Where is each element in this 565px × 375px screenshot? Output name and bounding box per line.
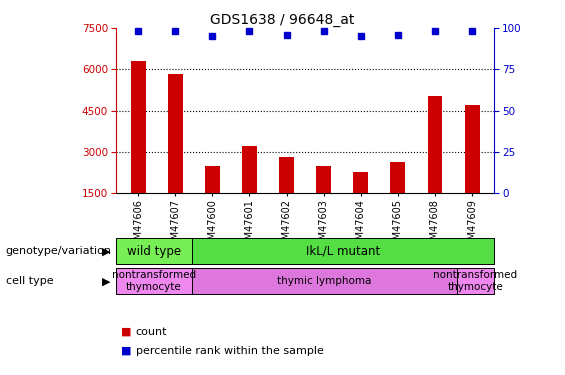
Bar (192, 238, 494, 264)
Text: percentile rank within the sample: percentile rank within the sample (136, 346, 324, 355)
Bar (242, 146, 257, 193)
Bar (279, 157, 294, 193)
Text: nontransformed
thymocyte: nontransformed thymocyte (112, 270, 195, 292)
Text: ▶: ▶ (102, 276, 110, 286)
Text: ■: ■ (121, 346, 132, 355)
Text: cell type: cell type (6, 276, 53, 286)
Text: wild type: wild type (127, 245, 181, 258)
Bar (205, 166, 220, 193)
Bar (168, 74, 182, 193)
Bar (316, 166, 331, 193)
Text: thymic lymphoma: thymic lymphoma (277, 276, 371, 286)
Bar (353, 172, 368, 193)
Text: ▶: ▶ (102, 246, 110, 256)
Text: ■: ■ (121, 327, 132, 337)
Bar (390, 162, 405, 193)
Bar (131, 61, 146, 193)
Bar (116, 268, 192, 294)
Text: GDS1638 / 96648_at: GDS1638 / 96648_at (210, 13, 355, 27)
Text: count: count (136, 327, 167, 337)
Bar (457, 268, 494, 294)
Bar (464, 105, 480, 193)
Bar (428, 96, 442, 193)
Bar (116, 238, 192, 264)
Text: genotype/variation: genotype/variation (6, 246, 112, 256)
Bar (192, 268, 457, 294)
Text: IkL/L mutant: IkL/L mutant (306, 245, 380, 258)
Text: nontransformed
thymocyte: nontransformed thymocyte (433, 270, 518, 292)
